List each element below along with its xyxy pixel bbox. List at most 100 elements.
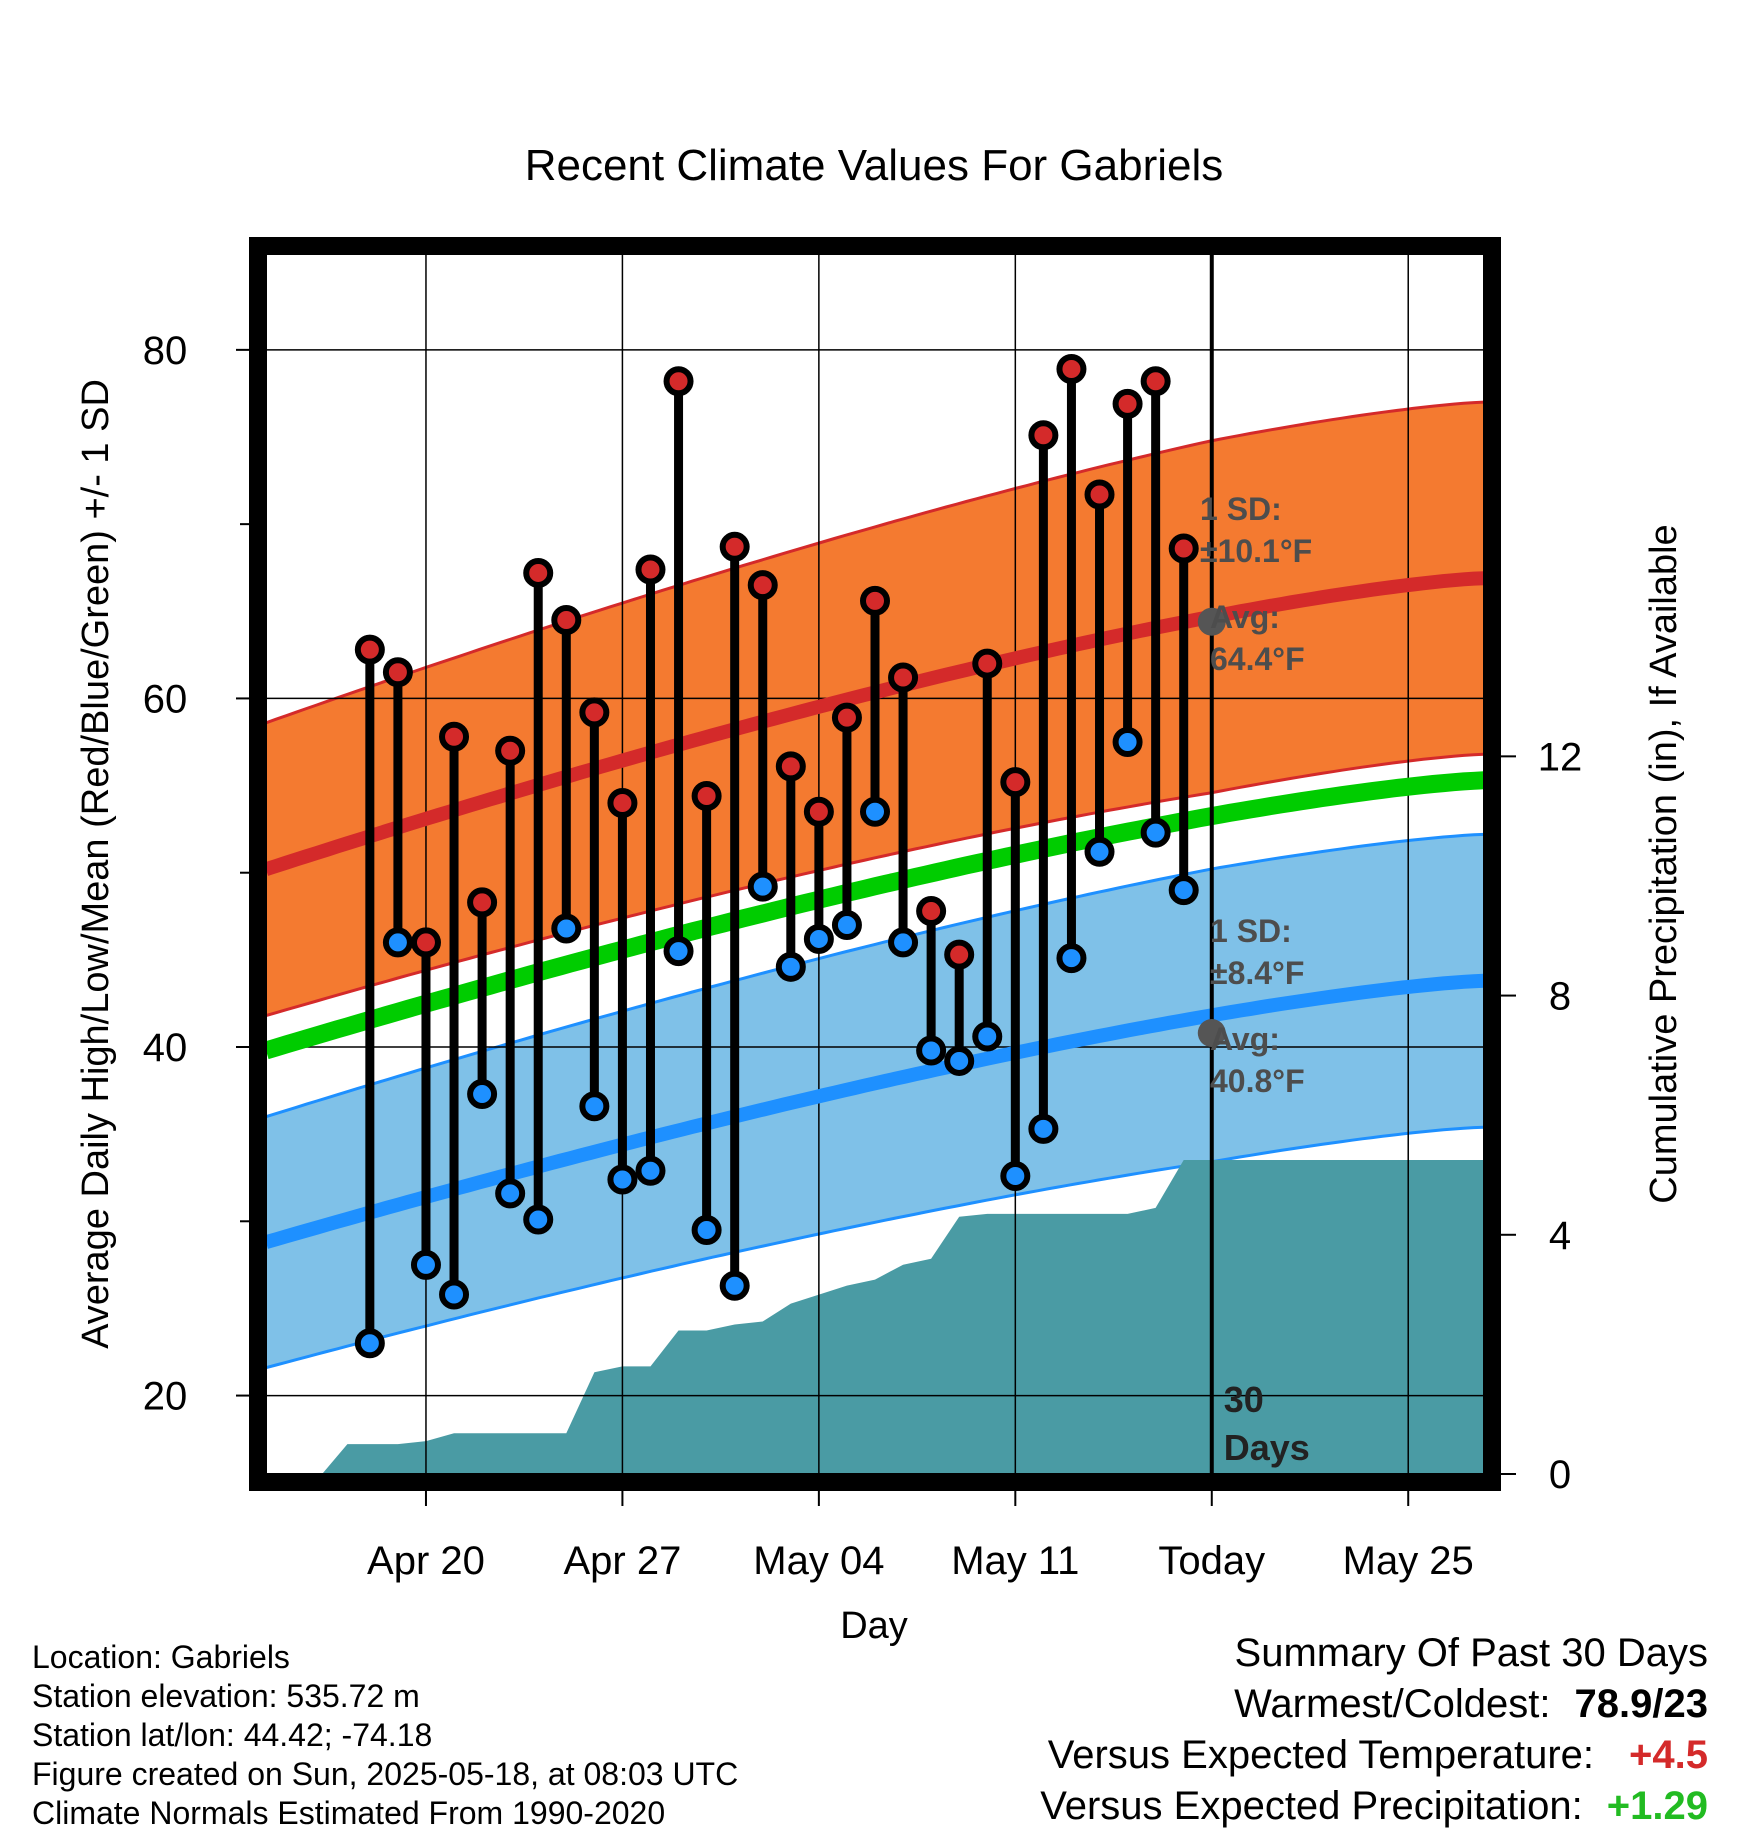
x-tick-label: Today: [1158, 1539, 1265, 1583]
daily-high-point: [551, 605, 582, 635]
daily-low-point: [1140, 817, 1171, 848]
daily-low-point: [775, 951, 806, 982]
high-avg-value: 64.4°F: [1210, 641, 1305, 677]
daily-low-point: [831, 910, 862, 940]
normals-text: Climate Normals Estimated From 1990-2020: [32, 1795, 666, 1831]
daily-low-point: [944, 1045, 975, 1076]
axes: 20 40 60 80 0 4 8 12 Apr 20 Apr 27 May 04 May 11 Tod…: [75, 329, 1685, 1647]
low-sd-label: 1 SD:: [1210, 913, 1292, 949]
daily-high-point: [972, 648, 1003, 679]
daily-low-point: [382, 927, 413, 958]
daily-low-point: [495, 1178, 526, 1209]
y-right-tick-label: 0: [1549, 1453, 1571, 1497]
plot-area: 30 Days: [266, 254, 1484, 1474]
latlon-text: Station lat/lon: 44.42; -74.18: [32, 1717, 433, 1753]
daily-low-point: [354, 1328, 385, 1359]
daily-low-point: [663, 936, 694, 967]
daily-low-point: [719, 1270, 750, 1301]
daily-high-point: [1028, 420, 1059, 451]
today-days-label-word: Days: [1224, 1427, 1310, 1468]
daily-high-point: [1168, 533, 1199, 564]
high-sd-upper-edge: [266, 400, 1484, 725]
daily-high-point: [663, 366, 694, 397]
summary-heading: Summary Of Past 30 Days: [1234, 1631, 1708, 1675]
high-sd-label: 1 SD:: [1200, 491, 1282, 527]
daily-high-point: [1084, 479, 1115, 510]
temp-label: Versus Expected Temperature:: [1047, 1733, 1594, 1777]
daily-high-point: [495, 735, 526, 766]
high-normal-annotation: 1 SD: ±10.1°F Avg: 64.4°F: [1200, 491, 1312, 677]
station-info: Location: Gabriels Station elevation: 53…: [32, 1638, 738, 1833]
daily-low-point: [747, 871, 778, 902]
daily-low-point: [439, 1279, 470, 1310]
daily-high-point: [1112, 388, 1143, 419]
y-left-axis-title: Average Daily High/Low/Mean (Red/Blue/Gr…: [75, 379, 117, 1349]
summary-panel: Summary Of Past 30 Days Warmest/Coldest:…: [1040, 1628, 1708, 1832]
daily-low-point: [972, 1021, 1003, 1052]
normal-mean-line: [266, 771, 1484, 1060]
y-left-tick-label: 60: [143, 677, 188, 721]
daily-high-point: [719, 531, 750, 562]
daily-low-point: [888, 927, 919, 958]
warm-cold-row: Warmest/Coldest: 78.9/23: [1040, 1679, 1708, 1730]
daily-high-point: [888, 662, 919, 693]
y-left-tick-label: 20: [143, 1375, 188, 1419]
daily-high-point: [691, 781, 722, 812]
daily-high-point: [635, 554, 666, 585]
daily-low-point: [1056, 943, 1087, 974]
daily-low-point: [523, 1204, 554, 1235]
y-left-tick-label: 40: [143, 1026, 188, 1070]
low-avg-value: 40.8°F: [1210, 1063, 1305, 1099]
today-low-avg-point: [1197, 1019, 1226, 1048]
daily-high-point: [1140, 366, 1171, 397]
high-sd-lower-edge: [266, 752, 1484, 1018]
daily-low-point: [410, 1249, 441, 1280]
precip-row: Versus Expected Precipitation: +1.29: [1040, 1781, 1708, 1832]
today-high-avg-point: [1197, 607, 1226, 636]
x-tick-label: Apr 27: [563, 1539, 681, 1583]
daily-high-point: [803, 796, 834, 827]
daily-low-point: [467, 1079, 498, 1110]
created-text: Figure created on Sun, 2025-05-18, at 08…: [32, 1756, 739, 1792]
daily-low-point: [1084, 836, 1115, 867]
daily-low-point: [551, 913, 582, 944]
low-normal-annotation: 1 SD: ±8.4°F Avg: 40.8°F: [1210, 913, 1305, 1099]
daily-low-point: [860, 796, 890, 827]
today-days-label-number: 30: [1224, 1379, 1264, 1420]
daily-high-point: [747, 570, 778, 601]
plot-frame: [249, 237, 1501, 1491]
low-sd-upper-edge: [266, 832, 1484, 1119]
warm-cold-value: 78.9/23: [1574, 1682, 1708, 1726]
daily-high-point: [579, 697, 610, 728]
daily-high-point: [439, 721, 470, 752]
y-right-axis-title: Cumulative Precipitation (in), If Availa…: [1643, 524, 1685, 1203]
precip-label: Versus Expected Precipitation:: [1040, 1784, 1583, 1828]
daily-high-point: [354, 634, 385, 665]
precip-value: +1.29: [1606, 1784, 1708, 1828]
high-sd-value: ±10.1°F: [1200, 533, 1312, 569]
daily-high-point: [467, 887, 498, 918]
daily-high-point: [775, 751, 806, 782]
low-sd-band: [266, 834, 1484, 1368]
daily-low-point: [1000, 1160, 1031, 1191]
daily-high-point: [607, 788, 638, 818]
daily-low-point: [635, 1155, 666, 1186]
daily-high-point: [1056, 354, 1087, 385]
normal-low-line: [266, 973, 1484, 1249]
chart-title: Recent Climate Values For Gabriels: [525, 141, 1224, 190]
daily-high-point: [382, 657, 413, 688]
x-axis-title: Day: [840, 1605, 908, 1647]
daily-low-point: [607, 1164, 638, 1195]
warm-cold-label: Warmest/Coldest:: [1234, 1682, 1551, 1726]
location-text: Location: Gabriels: [32, 1639, 290, 1675]
low-sd-value: ±8.4°F: [1210, 955, 1304, 991]
high-avg-label: Avg:: [1210, 599, 1280, 635]
y-right-tick-label: 12: [1538, 735, 1583, 779]
daily-high-point: [860, 585, 890, 616]
daily-high-point: [523, 557, 554, 588]
x-tick-label: May 25: [1343, 1539, 1474, 1583]
daily-low-point: [1112, 727, 1143, 757]
daily-low-point: [1168, 875, 1199, 906]
low-sd-lower-edge: [266, 1125, 1484, 1370]
